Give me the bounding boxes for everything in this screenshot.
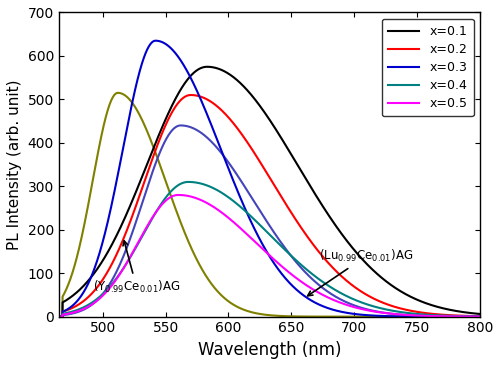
Text: (Lu$_{0.99}$Ce$_{0.01}$)AG: (Lu$_{0.99}$Ce$_{0.01}$)AG [308, 248, 414, 296]
x=0.2 [50, 314, 56, 319]
x=0.3 [152, 38, 158, 43]
x=0.2 [490, 314, 496, 318]
X-axis label: Wavelength (nm): Wavelength (nm) [198, 341, 341, 359]
x=0.5 [218, 210, 224, 214]
x=0.4 [434, 313, 440, 317]
x=0.1 [100, 259, 105, 263]
x=0.3 [126, 117, 132, 122]
Line: x=0.2: x=0.2 [52, 95, 492, 317]
x=0.1 [490, 313, 496, 317]
x=0.4 [238, 205, 244, 209]
Line: x=0.1: x=0.1 [52, 67, 492, 317]
x=0.1 [126, 207, 132, 211]
x=0.2 [434, 312, 440, 317]
x=0.5 [100, 294, 105, 298]
x=0.4 [218, 190, 224, 195]
x=0.1 [50, 314, 56, 319]
x=0.2 [100, 277, 105, 282]
x=0.4 [50, 314, 56, 319]
x=0.2 [126, 223, 132, 228]
x=0.4 [186, 180, 192, 184]
x=0.3 [490, 314, 496, 319]
x=0.1 [434, 305, 440, 309]
x=0.3 [218, 148, 224, 153]
x=0.5 [490, 314, 496, 319]
x=0.2 [481, 314, 487, 318]
x=0.4 [100, 292, 105, 296]
x=0.5 [434, 314, 440, 318]
x=0.5 [126, 257, 132, 262]
x=0.3 [238, 195, 244, 200]
x=0.4 [490, 314, 496, 319]
x=0.3 [100, 240, 105, 244]
x=0.5 [481, 314, 487, 319]
x=0.2 [188, 93, 194, 97]
x=0.3 [481, 314, 487, 319]
x=0.5 [50, 314, 56, 319]
x=0.5 [238, 226, 244, 230]
x=0.2 [218, 108, 224, 112]
x=0.2 [238, 130, 244, 135]
x=0.1 [218, 68, 224, 72]
x=0.5 [175, 193, 181, 197]
Y-axis label: PL Intensity (arb. unit): PL Intensity (arb. unit) [7, 79, 22, 250]
x=0.1 [238, 81, 244, 85]
x=0.3 [50, 314, 56, 319]
Legend: x=0.1, x=0.2, x=0.3, x=0.4, x=0.5: x=0.1, x=0.2, x=0.3, x=0.4, x=0.5 [382, 19, 474, 116]
x=0.3 [434, 314, 440, 319]
x=0.4 [481, 314, 487, 319]
x=0.1 [204, 64, 210, 69]
Line: x=0.4: x=0.4 [52, 182, 492, 317]
Line: x=0.5: x=0.5 [52, 195, 492, 317]
x=0.1 [481, 312, 487, 317]
Text: (Y$_{0.99}$Ce$_{0.01}$)AG: (Y$_{0.99}$Ce$_{0.01}$)AG [92, 241, 180, 295]
Line: x=0.3: x=0.3 [52, 41, 492, 317]
x=0.4 [126, 258, 132, 262]
